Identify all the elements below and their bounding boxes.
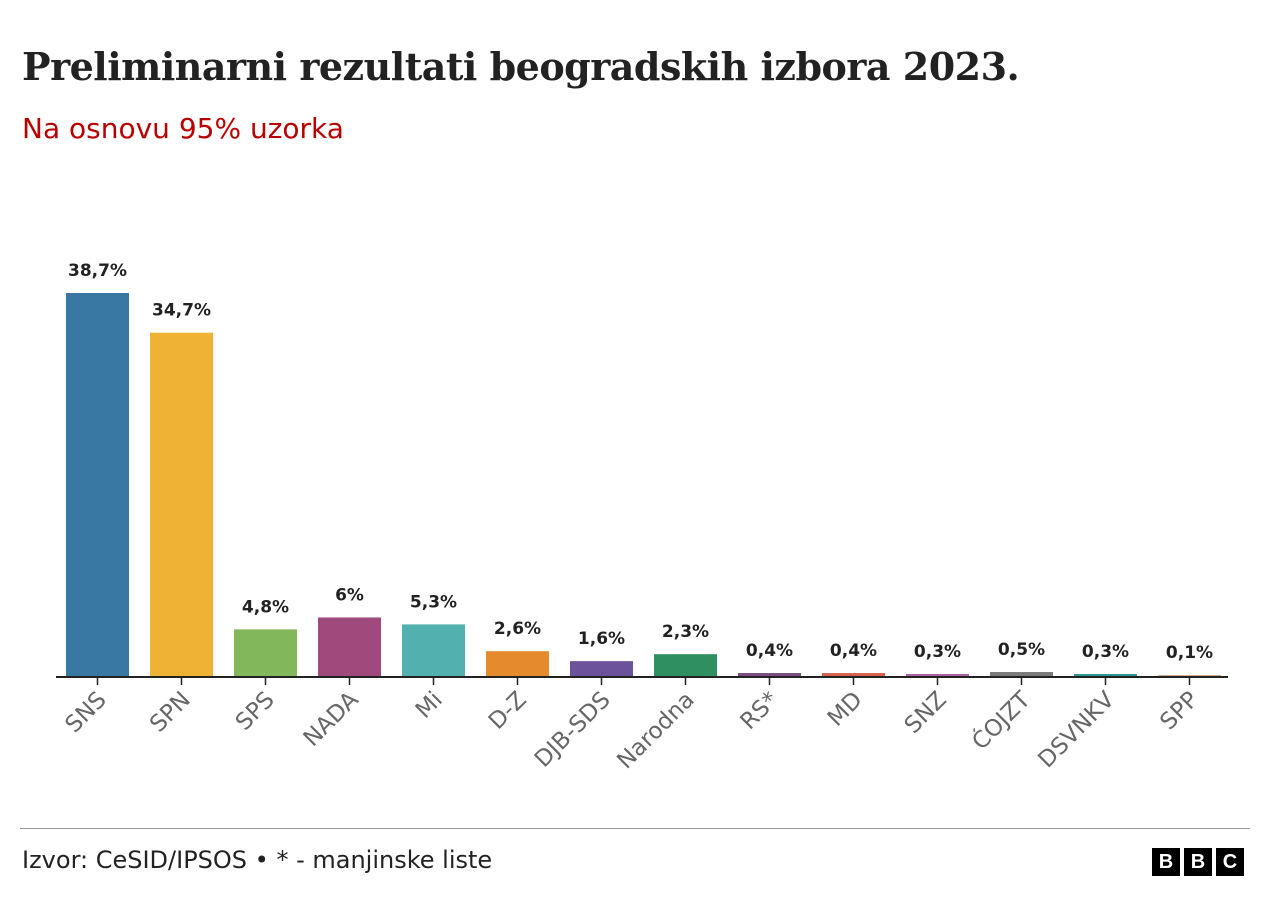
x-tick-label: SPN	[145, 687, 196, 738]
x-tick-label: SPS	[231, 687, 280, 736]
x-tick-label: Mi	[411, 687, 448, 724]
x-tick-label: SNZ	[900, 687, 952, 739]
bar-D-Z	[486, 651, 549, 677]
data-label: 4,8%	[242, 597, 289, 617]
bar-NADA	[318, 617, 381, 677]
bar-DJB-SDS	[570, 661, 633, 677]
bar-SNS	[66, 293, 129, 677]
x-tick-label: DJB-SDS	[530, 687, 616, 773]
source-note: Izvor: CeSID/IPSOS • * - manjinske liste	[22, 846, 493, 874]
bbc-logo-c: C	[1216, 848, 1244, 876]
x-tick-label: Narodna	[612, 687, 699, 774]
chart-subtitle: Na osnovu 95% uzorka	[22, 112, 344, 145]
data-label: 2,3%	[662, 622, 709, 642]
bbc-logo: B B C	[1152, 848, 1244, 876]
chart-title: Preliminarni rezultati beogradskih izbor…	[22, 44, 1020, 89]
data-label: 0,4%	[830, 641, 877, 661]
x-tick-label: NADA	[299, 687, 364, 752]
footer-divider	[20, 828, 1250, 829]
x-tick-label: ĆOJZT	[966, 685, 1037, 756]
data-label: 0,3%	[914, 642, 961, 662]
bar-SPS	[234, 629, 297, 677]
data-label: 5,3%	[410, 592, 457, 612]
x-tick-label: SPP	[1155, 687, 1203, 735]
data-label: 1,6%	[578, 629, 625, 649]
x-tick-label: SNS	[61, 687, 112, 738]
x-tick-label: D-Z	[484, 687, 532, 735]
bbc-logo-b1: B	[1152, 848, 1180, 876]
x-tick-label: RS*	[736, 687, 784, 735]
bar-ĆOJZT	[990, 672, 1053, 677]
bar-MD	[822, 673, 885, 677]
data-label: 0,5%	[998, 640, 1045, 660]
x-tick-label: MD	[823, 687, 868, 732]
bar-SNZ	[906, 674, 969, 677]
bar-Narodna	[654, 654, 717, 677]
x-tick-label: DSVNKV	[1033, 687, 1120, 774]
data-label: 0,1%	[1166, 643, 1213, 663]
data-label: 0,3%	[1082, 642, 1129, 662]
bar-RS*	[738, 673, 801, 677]
data-label: 0,4%	[746, 641, 793, 661]
bbc-logo-b2: B	[1184, 848, 1212, 876]
bar-SPN	[150, 332, 213, 677]
data-label: 2,6%	[494, 619, 541, 639]
bar-Mi	[402, 624, 465, 677]
bar-DSVNKV	[1074, 674, 1137, 677]
data-label: 34,7%	[152, 301, 211, 321]
data-label: 6%	[335, 585, 364, 605]
data-label: 38,7%	[68, 261, 127, 281]
